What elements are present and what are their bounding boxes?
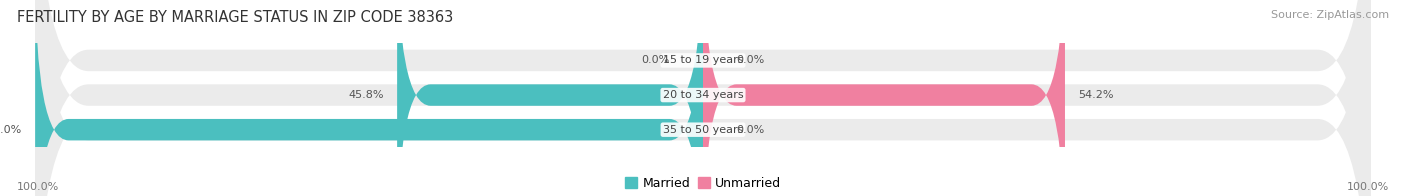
Text: 0.0%: 0.0% [737, 55, 765, 65]
Text: 35 to 50 years: 35 to 50 years [662, 125, 744, 135]
Text: 0.0%: 0.0% [737, 125, 765, 135]
Text: 0.0%: 0.0% [641, 55, 669, 65]
Text: 100.0%: 100.0% [0, 125, 21, 135]
Text: 20 to 34 years: 20 to 34 years [662, 90, 744, 100]
Text: 15 to 19 years: 15 to 19 years [662, 55, 744, 65]
Text: 100.0%: 100.0% [1347, 182, 1389, 192]
Legend: Married, Unmarried: Married, Unmarried [620, 172, 786, 195]
FancyBboxPatch shape [703, 0, 1064, 196]
Text: 100.0%: 100.0% [17, 182, 59, 192]
FancyBboxPatch shape [396, 0, 703, 196]
Text: 54.2%: 54.2% [1078, 90, 1114, 100]
Text: FERTILITY BY AGE BY MARRIAGE STATUS IN ZIP CODE 38363: FERTILITY BY AGE BY MARRIAGE STATUS IN Z… [17, 10, 453, 25]
Text: 45.8%: 45.8% [349, 90, 384, 100]
FancyBboxPatch shape [35, 0, 703, 196]
FancyBboxPatch shape [35, 0, 1371, 196]
FancyBboxPatch shape [35, 0, 1371, 196]
FancyBboxPatch shape [35, 0, 1371, 196]
Text: Source: ZipAtlas.com: Source: ZipAtlas.com [1271, 10, 1389, 20]
